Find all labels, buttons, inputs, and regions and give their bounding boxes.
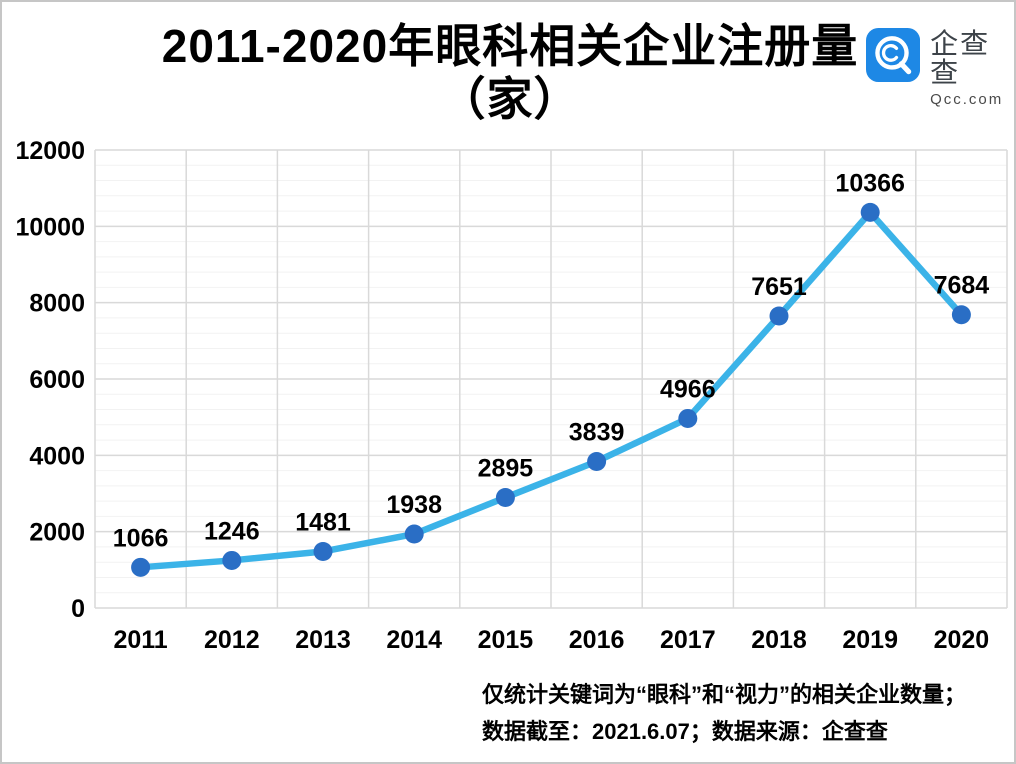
qcc-logo-text: 企查查 Qcc.com	[930, 26, 1014, 108]
data-label: 1938	[386, 491, 442, 519]
data-label: 4966	[660, 375, 716, 403]
y-axis-tick-label: 12000	[15, 137, 85, 165]
chart-title-line2: （家）	[439, 73, 581, 126]
data-label: 1481	[295, 508, 351, 536]
x-axis-tick-label: 2011	[113, 626, 167, 654]
data-label: 1066	[113, 524, 169, 552]
data-point-marker	[587, 451, 607, 471]
x-axis-tick-label: 2012	[204, 626, 260, 654]
qcc-logo: 企查查 Qcc.com	[866, 26, 1014, 108]
data-point-marker	[678, 408, 698, 428]
data-label: 1246	[204, 517, 260, 545]
y-axis-tick-label: 8000	[29, 290, 85, 318]
x-axis-tick-label: 2017	[660, 626, 716, 654]
series-line	[137, 209, 965, 571]
data-point-marker	[404, 524, 424, 544]
x-axis-tick-label: 2016	[569, 626, 625, 654]
footer-note-keywords: 仅统计关键词为“眼科”和“视力”的相关企业数量；	[482, 682, 967, 707]
data-label: 7651	[751, 273, 807, 301]
data-label: 2895	[478, 455, 534, 483]
qcc-brand-name: 企查查	[930, 28, 991, 89]
data-point-marker	[222, 550, 242, 570]
y-axis-tick-label: 10000	[15, 213, 85, 241]
y-axis-tick-label: 4000	[29, 442, 85, 470]
data-point-marker	[131, 557, 151, 577]
data-label: 10366	[835, 169, 905, 197]
x-axis-tick-label: 2015	[478, 626, 534, 654]
chart-title-line1: 2011-2020年眼科相关企业注册量	[161, 20, 859, 72]
x-axis-tick-label: 2019	[842, 626, 898, 654]
data-label: 7684	[934, 272, 990, 300]
y-axis-tick-label: 2000	[29, 519, 85, 547]
data-point-marker	[769, 306, 789, 326]
data-point-marker	[495, 488, 515, 508]
y-axis-tick-label: 6000	[29, 366, 85, 394]
data-point-marker	[860, 202, 880, 222]
data-label: 3839	[569, 418, 625, 446]
chart-title: 2011-2020年眼科相关企业注册量 （家）	[2, 20, 1014, 127]
qcc-logo-icon	[866, 27, 921, 83]
footer-notes: 仅统计关键词为“眼科”和“视力”的相关企业数量； 数据截至：2021.6.07；…	[482, 676, 966, 750]
x-axis-tick-label: 2013	[295, 626, 351, 654]
x-axis-tick-label: 2014	[386, 626, 442, 654]
qcc-brand-domain: Qcc.com	[930, 90, 1004, 108]
data-point-marker	[951, 305, 971, 325]
x-axis-tick-label: 2020	[934, 626, 990, 654]
y-axis-tick-label: 0	[71, 595, 85, 623]
footer-note-source: 数据截至：2021.6.07；数据来源：企查查	[482, 719, 888, 744]
x-axis-tick-label: 2018	[751, 626, 807, 654]
data-point-marker	[313, 541, 333, 561]
